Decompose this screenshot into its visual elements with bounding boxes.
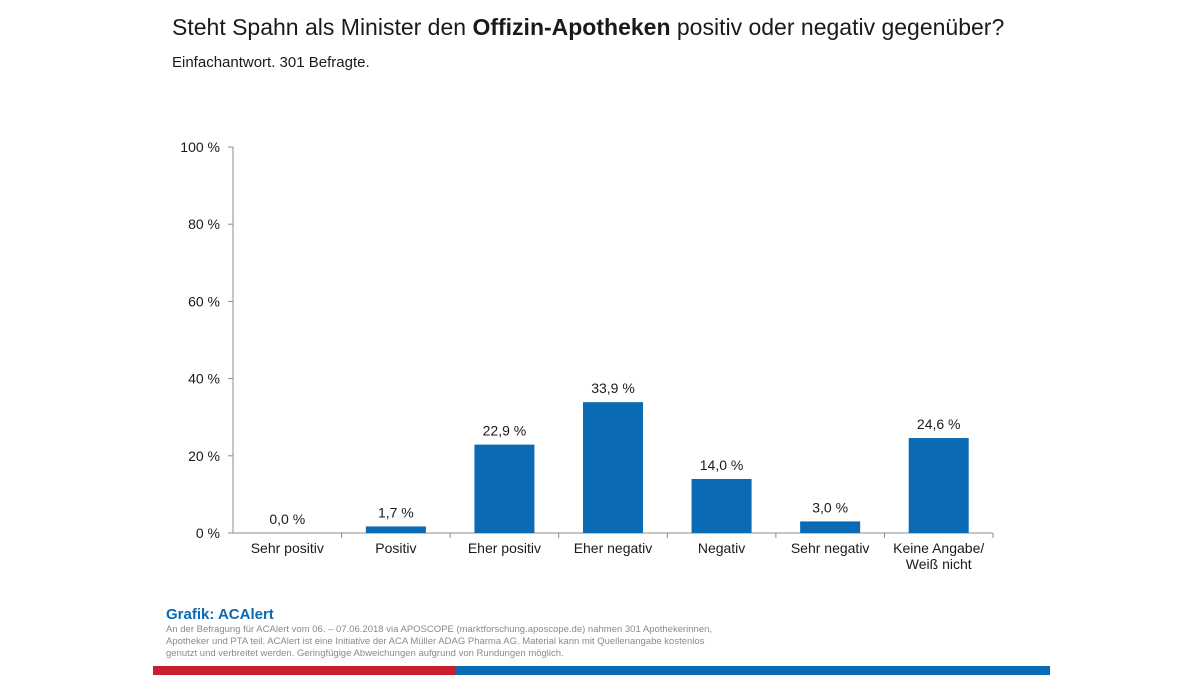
x-category-label-line: Positiv	[375, 540, 416, 556]
bar-value-label: 14,0 %	[700, 457, 744, 473]
bar-value-label: 3,0 %	[812, 499, 848, 515]
bar	[474, 444, 535, 533]
bar	[908, 438, 969, 533]
chart-title-post: positiv oder negativ gegenüber?	[670, 14, 1005, 40]
source-note: An der Befragung für ACAlert vom 06. – 0…	[166, 624, 713, 659]
footer-band-red	[153, 666, 456, 675]
y-tick-label: 60 %	[188, 293, 220, 309]
y-tick-label: 0 %	[196, 525, 220, 541]
x-category-label-line: Negativ	[698, 540, 745, 556]
x-category-label-line: Sehr negativ	[791, 540, 870, 556]
x-category-label-line: Eher negativ	[574, 540, 653, 556]
x-category-label-line: Weiß nicht	[906, 556, 972, 572]
y-tick-label: 40 %	[188, 371, 220, 387]
bar	[800, 521, 861, 533]
x-category-label-line: Sehr positiv	[251, 540, 324, 556]
bar-value-label: 24,6 %	[917, 416, 961, 432]
chart-title-pre: Steht Spahn als Minister den	[172, 14, 473, 40]
bar-value-label: 1,7 %	[378, 504, 414, 520]
footer-band-blue	[456, 666, 1050, 675]
y-tick-label: 80 %	[188, 216, 220, 232]
x-category-label: Eher negativ	[574, 540, 653, 556]
y-tick-label: 100 %	[180, 139, 220, 155]
bar	[365, 526, 426, 533]
chart-title-bold: Offizin-Apotheken	[472, 14, 671, 40]
x-category-label-line: Keine Angabe/	[893, 540, 984, 556]
bar-value-label: 22,9 %	[483, 423, 527, 439]
x-category-label: Sehr negativ	[791, 540, 870, 556]
bar	[583, 402, 643, 533]
x-category-label: Keine Angabe/Weiß nicht	[893, 540, 984, 572]
bar	[691, 478, 752, 533]
x-category-label: Negativ	[698, 540, 745, 556]
x-category-label: Positiv	[375, 540, 416, 556]
bar-chart: 0 % 20 % 40 % 60 % 80 % 100 % 0,0 % Sehr positi…	[180, 139, 994, 572]
x-category-label: Eher positiv	[468, 540, 541, 556]
x-category-label: Sehr positiv	[251, 540, 324, 556]
y-tick-label: 20 %	[188, 448, 220, 464]
graphic-credit: Grafik: ACAlert	[166, 606, 274, 623]
bar-value-label: 33,9 %	[591, 380, 635, 396]
chart-subtitle: Einfachantwort. 301 Befragte.	[172, 54, 370, 71]
chart-title: Steht Spahn als Minister den Offizin-Apo…	[172, 14, 1004, 41]
bar-value-label: 0,0 %	[269, 511, 305, 527]
x-category-label-line: Eher positiv	[468, 540, 541, 556]
